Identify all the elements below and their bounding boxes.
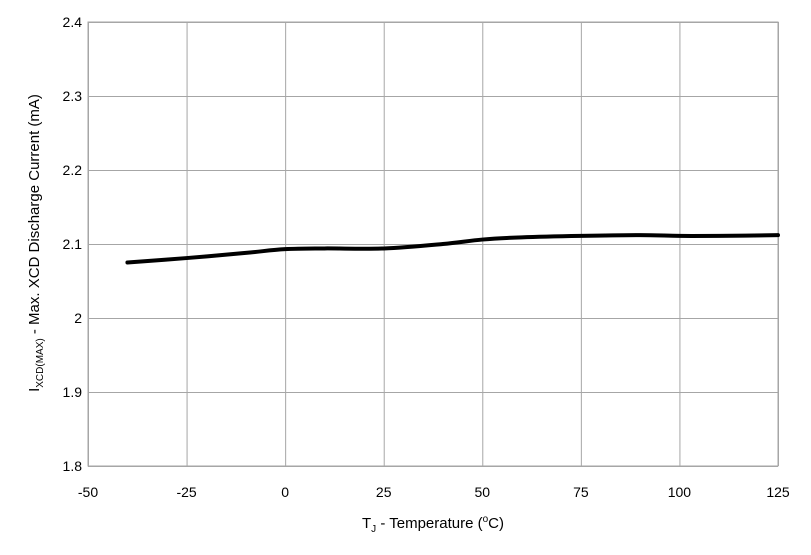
plot-area-border — [87, 21, 779, 467]
y-axis-title-rest: - Max. XCD Discharge Current (mA) — [26, 94, 43, 338]
series-line-0 — [125, 233, 780, 265]
y-tick-label: 2.4 — [63, 14, 83, 30]
x-tick-label: 0 — [281, 484, 289, 500]
y-tick-label: 2 — [74, 310, 82, 326]
y-axis-title-prefix: I — [26, 388, 43, 392]
x-tick-label: 25 — [376, 484, 392, 500]
y-axis-title-subscript: XCD(MAX) — [35, 338, 46, 387]
y-tick-label: 2.3 — [63, 88, 83, 104]
y-tick-label: 1.8 — [63, 458, 83, 474]
x-tick-label: 75 — [573, 484, 589, 500]
series-layer — [125, 233, 780, 265]
x-tick-labels: -50 -25 0 25 50 75 100 125 — [78, 484, 790, 500]
x-tick-label: -50 — [78, 484, 98, 500]
grid — [88, 22, 779, 467]
y-tick-label: 1.9 — [63, 384, 83, 400]
y-tick-labels: 1.8 1.9 2 2.1 2.2 2.3 2.4 — [63, 14, 83, 474]
x-axis-title: TJ - Temperature (oC) — [362, 514, 504, 535]
y-tick-label: 2.1 — [63, 236, 83, 252]
x-axis-title-subscript: J — [371, 524, 376, 535]
x-tick-label: -25 — [176, 484, 196, 500]
x-axis-title-rest: - Temperature ( — [376, 515, 482, 532]
x-tick-label: 100 — [668, 484, 692, 500]
x-axis-title-prefix: T — [362, 515, 371, 532]
x-tick-label: 50 — [474, 484, 490, 500]
x-tick-label: 125 — [766, 484, 790, 500]
x-axis-title-superscript: o — [483, 514, 489, 525]
y-axis-title: IXCD(MAX) - Max. XCD Discharge Current (… — [26, 94, 46, 392]
y-tick-label: 2.2 — [63, 162, 83, 178]
x-axis-title-suffix: C) — [488, 515, 504, 532]
